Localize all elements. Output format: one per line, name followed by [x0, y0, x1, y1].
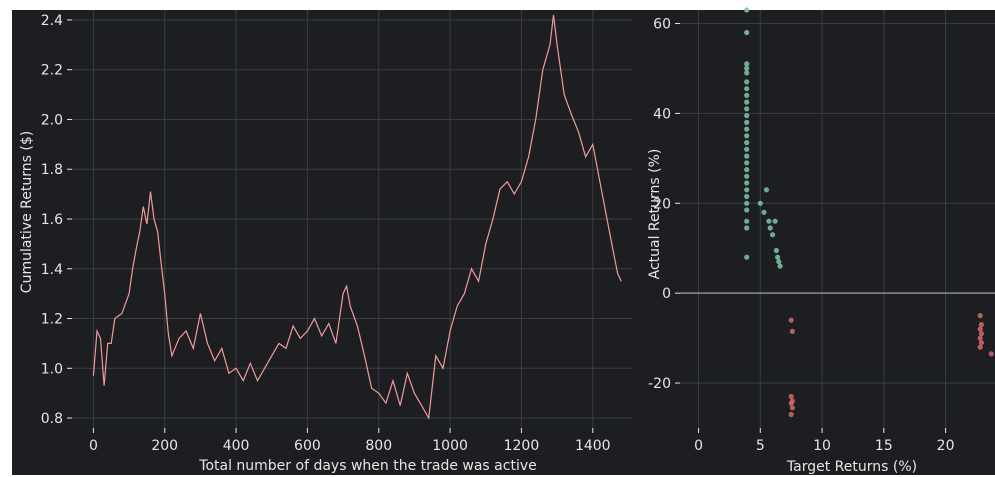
cumulative-returns-x-tick-label: 0	[89, 438, 98, 454]
cumulative-returns-gridlines	[72, 10, 632, 428]
scatter-point-positive	[767, 225, 773, 231]
cumulative-returns-ticks: 0 200 400 600 800 1000 1200 1400 0.8 1.0 1.2 1.4 1.6…	[41, 13, 611, 454]
target-vs-actual-x-tick-label: 20	[937, 438, 955, 454]
cumulative-returns-x-tick-label: 400	[223, 438, 250, 454]
cumulative-returns-line	[92, 14, 622, 420]
scatter-point-positive	[744, 180, 750, 186]
cumulative-returns-x-tick-label: 600	[294, 438, 321, 454]
scatter-point-negative	[789, 405, 796, 411]
scatter-point-positive	[744, 193, 750, 200]
scatter-point-positive	[772, 218, 778, 224]
scatter-point-positive	[744, 225, 750, 231]
scatter-point-positive	[744, 79, 750, 85]
scatter-point-positive	[744, 218, 750, 224]
scatter-point-negative	[977, 335, 983, 341]
scatter-point-negative	[789, 328, 796, 334]
scatter-point-positive	[744, 153, 750, 159]
scatter-point-positive	[744, 126, 750, 132]
target-vs-actual-panel-background	[640, 10, 995, 475]
target-vs-actual-y-tick-label: 0	[662, 286, 671, 302]
scatter-point-positive	[744, 207, 750, 213]
cumulative-returns-x-tick-label: 1000	[432, 438, 468, 454]
target-vs-actual-x-tick-label: 0	[694, 438, 703, 454]
target-vs-actual-y-axis-label: Actual Returns (%)	[647, 149, 663, 280]
scatter-point-positive	[744, 106, 750, 112]
scatter-point-positive	[744, 61, 750, 67]
scatter-point-negative	[977, 313, 983, 319]
scatter-point-negative	[988, 351, 994, 357]
scatter-point-positive	[744, 200, 750, 206]
scatter-point-positive	[775, 254, 781, 260]
cumulative-returns-y-tick-label: 1.6	[41, 212, 63, 228]
scatter-point-positive	[770, 232, 776, 238]
scatter-point-negative	[978, 331, 985, 337]
scatter-point-positive	[744, 65, 750, 71]
scatter-point-positive	[744, 133, 750, 139]
scatter-point-positive	[777, 263, 783, 269]
cumulative-returns-y-tick-label: 1.4	[41, 262, 63, 278]
scatter-point-positive	[744, 187, 750, 193]
target-vs-actual-ticks: 0 5 10 15 20 -20 0 20 40 60	[648, 16, 954, 454]
cumulative-returns-y-tick-label: 1.8	[41, 162, 63, 178]
cumulative-returns-panel-background	[12, 10, 640, 475]
target-vs-actual-y-tick-label: -20	[648, 376, 671, 392]
cumulative-returns-y-tick-label: 2.4	[41, 13, 63, 29]
scatter-point-positive	[776, 259, 782, 265]
scatter-point-positive	[744, 29, 750, 36]
target-vs-actual-y-tick-label: 60	[653, 16, 671, 32]
target-vs-actual-x-tick-label: 15	[875, 438, 893, 454]
scatter-point-positive	[744, 140, 750, 146]
cumulative-returns-y-tick-label: 2.0	[41, 112, 63, 128]
scatter-point-positive	[744, 7, 750, 13]
scatter-point-positive	[744, 146, 750, 152]
scatter-point-positive	[761, 209, 767, 215]
scatter-point-positive	[744, 254, 750, 260]
scatter-point-negative	[788, 400, 794, 406]
cumulative-returns-x-tick-label: 200	[151, 438, 178, 454]
cumulative-returns-y-tick-label: 2.2	[41, 63, 63, 79]
scatter-point-positive	[763, 187, 770, 193]
cumulative-returns-y-tick-label: 1.0	[41, 361, 63, 377]
scatter-point-positive	[744, 173, 750, 179]
scatter-point-negative	[788, 411, 794, 418]
target-vs-actual-y-tick-label: 20	[653, 196, 671, 212]
target-vs-actual-x-axis-label: Target Returns (%)	[786, 459, 917, 475]
cumulative-returns-y-tick-label: 0.8	[41, 411, 63, 427]
cumulative-returns-x-tick-label: 1400	[575, 438, 611, 454]
cumulative-returns-y-axis-label: Cumulative Returns ($)	[19, 131, 35, 293]
target-vs-actual-y-tick-label: 40	[653, 106, 671, 122]
scatter-point-negative	[977, 326, 983, 332]
target-vs-actual-x-tick-label: 5	[756, 438, 765, 454]
target-vs-actual-points	[744, 7, 994, 418]
target-vs-actual-x-tick-label: 10	[813, 438, 831, 454]
scatter-point-positive	[744, 160, 750, 166]
scatter-point-negative	[977, 344, 983, 350]
scatter-point-positive	[744, 70, 750, 76]
cumulative-returns-x-tick-label: 800	[365, 438, 392, 454]
cumulative-returns-x-axis-label: Total number of days when the trade was …	[198, 458, 536, 474]
scatter-point-positive	[744, 92, 750, 98]
scatter-point-negative	[978, 322, 985, 328]
scatter-point-negative	[978, 340, 985, 346]
scatter-point-positive	[757, 200, 763, 206]
scatter-point-positive	[744, 86, 750, 92]
cumulative-returns-x-tick-label: 1200	[504, 438, 540, 454]
scatter-point-negative	[788, 393, 794, 400]
scatter-point-positive	[744, 113, 750, 119]
scatter-point-positive	[744, 99, 750, 105]
target-vs-actual-returns-chart: 0 5 10 15 20 -20 0 20 40 60 Target Returns (%) Ac…	[640, 7, 995, 475]
cumulative-returns-chart: 0 200 400 600 800 1000 1200 1400 0.8 1.0 1.2 1.4 1.6…	[12, 10, 640, 475]
scatter-point-positive	[744, 167, 750, 173]
scatter-point-positive	[744, 119, 750, 125]
cumulative-returns-y-tick-label: 1.2	[41, 312, 63, 328]
scatter-point-positive	[773, 247, 780, 254]
scatter-point-positive	[766, 218, 772, 224]
scatter-point-negative	[788, 317, 794, 323]
